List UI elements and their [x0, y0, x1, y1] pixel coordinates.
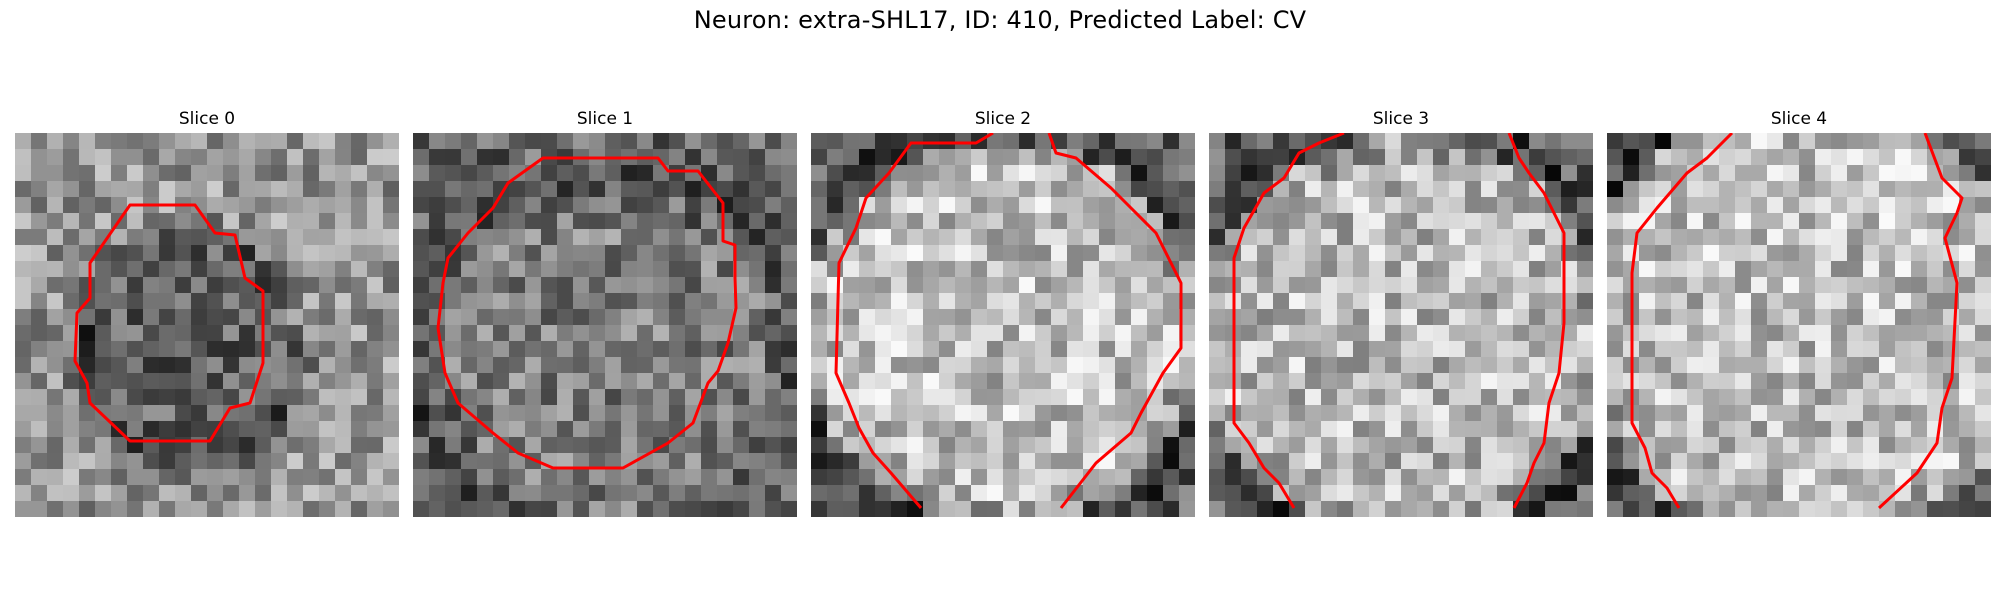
- slice-panel-3: Slice 3: [1209, 108, 1593, 517]
- slice-title-0: Slice 0: [178, 109, 236, 129]
- slice-title-1: Slice 1: [576, 109, 634, 129]
- slice-image-3: [1209, 133, 1593, 517]
- slice-title-2: Slice 2: [974, 109, 1032, 129]
- slice-title-4: Slice 4: [1770, 109, 1828, 129]
- slice-image-0: [15, 133, 399, 517]
- slice-panel-0: Slice 0: [15, 108, 399, 517]
- cell-contour-2: [834, 133, 1183, 509]
- slice-panel-4: Slice 4: [1607, 108, 1991, 517]
- slice-title-3: Slice 3: [1372, 109, 1430, 129]
- slice-image-2: [811, 133, 1195, 517]
- figure-title: Neuron: extra-SHL17, ID: 410, Predicted …: [693, 6, 1307, 34]
- slice-image-4: [1607, 133, 1991, 517]
- cell-contour-4: [1630, 133, 1964, 510]
- slice-panel-2: Slice 2: [811, 108, 1195, 517]
- cell-contour-3: [1232, 133, 1566, 509]
- cell-contour-1: [436, 156, 738, 470]
- slice-panel-1: Slice 1: [413, 108, 797, 517]
- cell-contour-0: [73, 203, 265, 443]
- slice-image-1: [413, 133, 797, 517]
